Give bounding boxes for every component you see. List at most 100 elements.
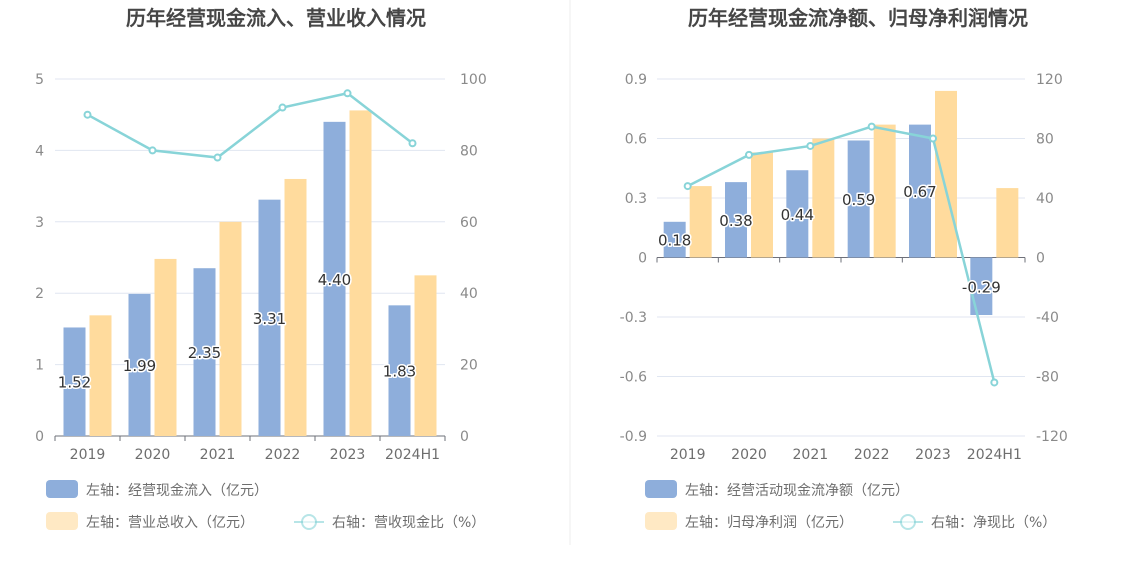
- legend-swatch: [645, 512, 677, 530]
- bar-secondary: [689, 186, 712, 258]
- legend-swatch: [46, 480, 78, 498]
- left-axis-tick: 0.6: [625, 132, 647, 148]
- legend-swatch: [645, 480, 677, 498]
- x-axis-tick: 2019: [670, 447, 706, 463]
- left-axis-tick: -0.9: [620, 429, 647, 445]
- line-point: [83, 110, 92, 119]
- line-point: [990, 378, 999, 387]
- bar-data-label: 1.99: [123, 357, 156, 375]
- bar-primary: [63, 327, 86, 436]
- right-axis-tick: 80: [460, 143, 478, 159]
- bar-secondary: [219, 221, 242, 436]
- bar-primary: [323, 121, 346, 436]
- line-point: [278, 103, 287, 112]
- bar-data-label: 0.38: [719, 212, 752, 230]
- bar-data-label: 2.35: [188, 344, 221, 362]
- x-axis-tick: 2024H1: [967, 447, 1022, 463]
- x-axis-tick: 2022: [265, 447, 301, 463]
- bar-primary: [847, 140, 870, 258]
- legend-marker: [900, 514, 916, 530]
- bar-secondary: [89, 315, 112, 436]
- bar-primary: [725, 182, 747, 258]
- line-point: [745, 150, 753, 159]
- line-point: [929, 134, 937, 143]
- x-axis-tick: 2023: [915, 447, 951, 463]
- right-axis-tick: 0: [460, 429, 469, 445]
- legend-label: 左轴：营业总收入（亿元）: [86, 515, 254, 531]
- x-axis-tick: 2019: [70, 447, 106, 463]
- left-axis-tick: -0.6: [620, 370, 647, 386]
- legend-label: 右轴：营收现金比（%）: [332, 515, 485, 531]
- bar-data-label: 0.67: [903, 183, 936, 201]
- bar-primary: [258, 199, 281, 436]
- series-line: [687, 125, 996, 383]
- bar-secondary: [935, 90, 957, 258]
- bar-secondary: [154, 258, 177, 436]
- left-axis-tick: -0.3: [620, 310, 647, 326]
- chart-title: 历年经营现金流净额、归母净利润情况: [688, 6, 1028, 30]
- x-axis-tick: 2023: [330, 447, 366, 463]
- line-point: [213, 153, 222, 162]
- line-point: [148, 146, 157, 155]
- bar-secondary: [812, 138, 835, 258]
- right-axis-tick: 0: [1036, 251, 1045, 267]
- bar-data-label: -0.29: [962, 278, 1001, 296]
- left-axis-tick: 3: [35, 215, 44, 231]
- bar-primary: [909, 124, 931, 258]
- line-point: [408, 139, 417, 148]
- x-axis-tick: 2020: [135, 447, 171, 463]
- bar-data-label: 4.40: [318, 271, 351, 289]
- x-axis-tick: 2022: [854, 447, 890, 463]
- bar-primary: [663, 221, 686, 258]
- legend-label: 左轴：经营活动现金流净额（亿元）: [685, 483, 909, 499]
- right-axis-tick: 100: [460, 72, 487, 88]
- chart-title: 历年经营现金流入、营业收入情况: [126, 6, 426, 30]
- right-axis-tick: -80: [1036, 370, 1059, 386]
- right-axis-tick: 40: [1036, 191, 1054, 207]
- line-point: [806, 141, 815, 150]
- line-point: [343, 89, 352, 98]
- bar-data-label: 0.18: [658, 232, 691, 250]
- bar-primary: [193, 268, 216, 436]
- x-axis-tick: 2021: [200, 447, 236, 463]
- left-axis-tick: 0: [638, 251, 647, 267]
- right-axis-tick: 120: [1036, 72, 1063, 88]
- left-axis-tick: 0.3: [625, 191, 647, 207]
- bar-data-label: 3.31: [253, 310, 286, 328]
- x-axis-tick: 2020: [731, 447, 767, 463]
- line-point: [683, 182, 692, 191]
- x-axis-tick: 2021: [793, 447, 829, 463]
- chart-left: 历年经营现金流入、营业收入情况 0 1 2 3 4 5 0 20 40 60 80 100 2019 202…: [35, 6, 487, 531]
- bar-secondary: [996, 188, 1019, 258]
- bar-data-label: 0.44: [781, 206, 814, 224]
- bar-data-label: 1.52: [58, 374, 91, 392]
- series-line: [86, 91, 414, 159]
- legend-swatch: [46, 512, 78, 530]
- right-axis-tick: 80: [1036, 132, 1054, 148]
- bar-primary: [128, 293, 151, 436]
- legend-label: 右轴：净现比（%）: [931, 515, 1056, 531]
- right-axis-tick: -120: [1036, 429, 1068, 445]
- left-axis-tick: 5: [35, 72, 44, 88]
- legend-label: 左轴：归母净利润（亿元）: [685, 514, 853, 531]
- legend-marker: [301, 514, 317, 530]
- bar-secondary: [414, 275, 437, 436]
- left-axis-tick: 1: [35, 358, 44, 374]
- left-axis-tick: 2: [35, 286, 44, 302]
- bar-primary: [786, 170, 809, 258]
- bar-secondary: [751, 152, 773, 258]
- right-axis-tick: -40: [1036, 310, 1059, 326]
- bar-secondary: [284, 178, 307, 436]
- bar-data-label: 0.59: [842, 191, 875, 209]
- chart-right: 历年经营现金流净额、归母净利润情况 -0.9 -0.6 -0.3 0 0.3 0.6 0.9 -…: [620, 6, 1068, 531]
- right-axis-tick: 60: [460, 215, 478, 231]
- legend-label: 左轴：经营现金流入（亿元）: [86, 483, 268, 499]
- bar-secondary: [873, 124, 896, 258]
- bar-primary: [970, 257, 993, 316]
- right-axis-tick: 20: [460, 358, 478, 374]
- left-axis-tick: 0: [35, 429, 44, 445]
- x-axis-tick: 2024H1: [385, 447, 440, 463]
- bar-primary: [388, 305, 411, 436]
